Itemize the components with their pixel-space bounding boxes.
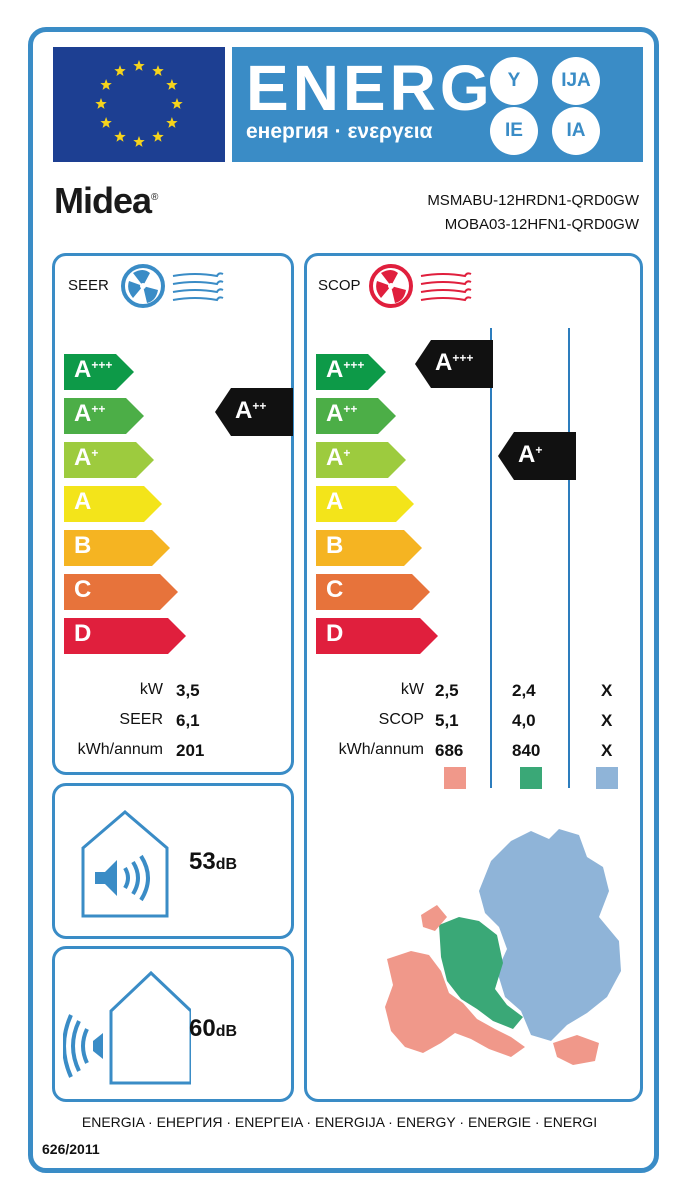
outdoor-noise-value: 60dB — [189, 1015, 238, 1042]
cooling-class-label-3: A — [74, 488, 92, 515]
lang-bubble-ija: IJA — [552, 57, 600, 105]
cooling-class-0: A+++ — [64, 354, 134, 390]
cooling-class-2: A+ — [64, 442, 154, 478]
cooling-fan-icon — [121, 264, 224, 308]
heating-rating-average: A+++ — [415, 340, 493, 388]
cooling-class-5: C — [64, 574, 178, 610]
heating-rating-warmer: A+ — [498, 432, 576, 480]
climate-colder-swatch — [596, 767, 618, 789]
heating-row-0-value-2: X — [601, 681, 613, 700]
cooling-class-label-0: A+++ — [74, 356, 113, 383]
lang-bubble-y: Y — [490, 57, 538, 105]
model-outdoor: MOBA03-12HFN1-QRD0GW — [444, 216, 639, 233]
heating-fan-icon — [369, 264, 472, 308]
heating-class-6: D — [316, 618, 438, 654]
climate-warmer-swatch — [444, 767, 466, 789]
cooling-class-label-6: D — [74, 620, 92, 647]
energy-banner: ENERG енергия · ενεργεια Y IJA IE IA — [232, 47, 643, 162]
heating-class-label-4: B — [326, 532, 344, 559]
outdoor-noise-icon — [63, 970, 191, 1085]
cooling-row-label-0: kW — [139, 681, 163, 698]
energy-title: ENERG — [246, 52, 494, 124]
heating-class-label-2: A+ — [326, 444, 351, 471]
heating-class-3: A — [316, 486, 414, 522]
brand-trademark: ® — [151, 192, 158, 203]
heating-row-0-value-1: 2,4 — [512, 681, 536, 700]
europe-climate-map — [385, 829, 621, 1065]
climate-average-swatch — [520, 767, 542, 789]
heating-class-4: B — [316, 530, 422, 566]
indoor-noise-value: 53dB — [189, 848, 238, 875]
cooling-class-3: A — [64, 486, 162, 522]
eu-flag — [53, 47, 225, 162]
heating-panel: SCOP A+++ A++ A+ A B C D A+++ A+ kW 2,5 2,4 X SCOP 5… — [304, 253, 643, 1102]
heating-row-label-1: SCOP — [378, 711, 424, 728]
cooling-rating-indicator: A++ — [215, 388, 293, 436]
heating-row-2-value-1: 840 — [512, 741, 541, 760]
model-indoor: MSMABU-12HRDN1-QRD0GW — [427, 192, 639, 209]
heating-class-5: C — [316, 574, 430, 610]
cooling-row-value-0: 3,5 — [176, 681, 200, 700]
cooling-class-1: A++ — [64, 398, 144, 434]
seer-label: SEER — [68, 277, 109, 294]
outdoor-noise-panel: 60dB — [52, 946, 294, 1102]
heating-class-label-1: A++ — [326, 400, 358, 427]
cooling-class-6: D — [64, 618, 186, 654]
regulation-number: 626/2011 — [42, 1141, 100, 1157]
heating-class-1: A++ — [316, 398, 396, 434]
cooling-panel: SEER A+++ A++ A+ A B C D A++ kW 3,5 SEER 6,1 kWh/a… — [52, 253, 294, 775]
energy-subtitle: енергия · ενεργεια — [246, 120, 433, 143]
heating-class-label-0: A+++ — [326, 356, 365, 383]
heating-row-1-value-0: 5,1 — [435, 711, 459, 730]
heating-class-label-3: A — [326, 488, 344, 515]
column-divider-1 — [490, 328, 492, 788]
lang-bubble-ie: IE — [490, 107, 538, 155]
indoor-noise-panel: 53dB — [52, 783, 294, 939]
label-frame — [28, 27, 659, 1173]
heating-row-label-0: kW — [400, 681, 424, 698]
heating-class-0: A+++ — [316, 354, 386, 390]
heating-class-2: A+ — [316, 442, 406, 478]
column-divider-2 — [568, 328, 570, 788]
cooling-row-value-1: 6,1 — [176, 711, 200, 730]
cooling-class-label-5: C — [74, 576, 92, 603]
cooling-class-label-2: A+ — [74, 444, 99, 471]
heating-row-0-value-0: 2,5 — [435, 681, 459, 700]
cooling-class-label-4: B — [74, 532, 92, 559]
cooling-row-label-2: kWh/annum — [77, 741, 163, 758]
heating-row-2-value-2: X — [601, 741, 613, 760]
cooling-class-label-1: A++ — [74, 400, 106, 427]
heating-row-2-value-0: 686 — [435, 741, 464, 760]
heating-class-label-5: C — [326, 576, 344, 603]
brand-logo: Midea® — [54, 180, 158, 222]
heating-row-1-value-1: 4,0 — [512, 711, 536, 730]
cooling-row-label-1: SEER — [119, 711, 163, 728]
heating-row-label-2: kWh/annum — [338, 741, 424, 758]
heating-class-label-6: D — [326, 620, 344, 647]
cooling-class-4: B — [64, 530, 170, 566]
lang-bubble-ia: IA — [552, 107, 600, 155]
indoor-noise-icon — [81, 810, 169, 918]
brand-name: Midea — [54, 180, 152, 221]
cooling-row-value-2: 201 — [176, 741, 205, 760]
eu-stars-icon — [95, 60, 183, 147]
footer-languages: ENERGIA · ЕНЕРГИЯ · ΕΝΕΡΓΕΙΑ · ENERGIJA … — [81, 1114, 598, 1130]
heating-row-1-value-2: X — [601, 711, 613, 730]
scop-label: SCOP — [318, 277, 361, 294]
